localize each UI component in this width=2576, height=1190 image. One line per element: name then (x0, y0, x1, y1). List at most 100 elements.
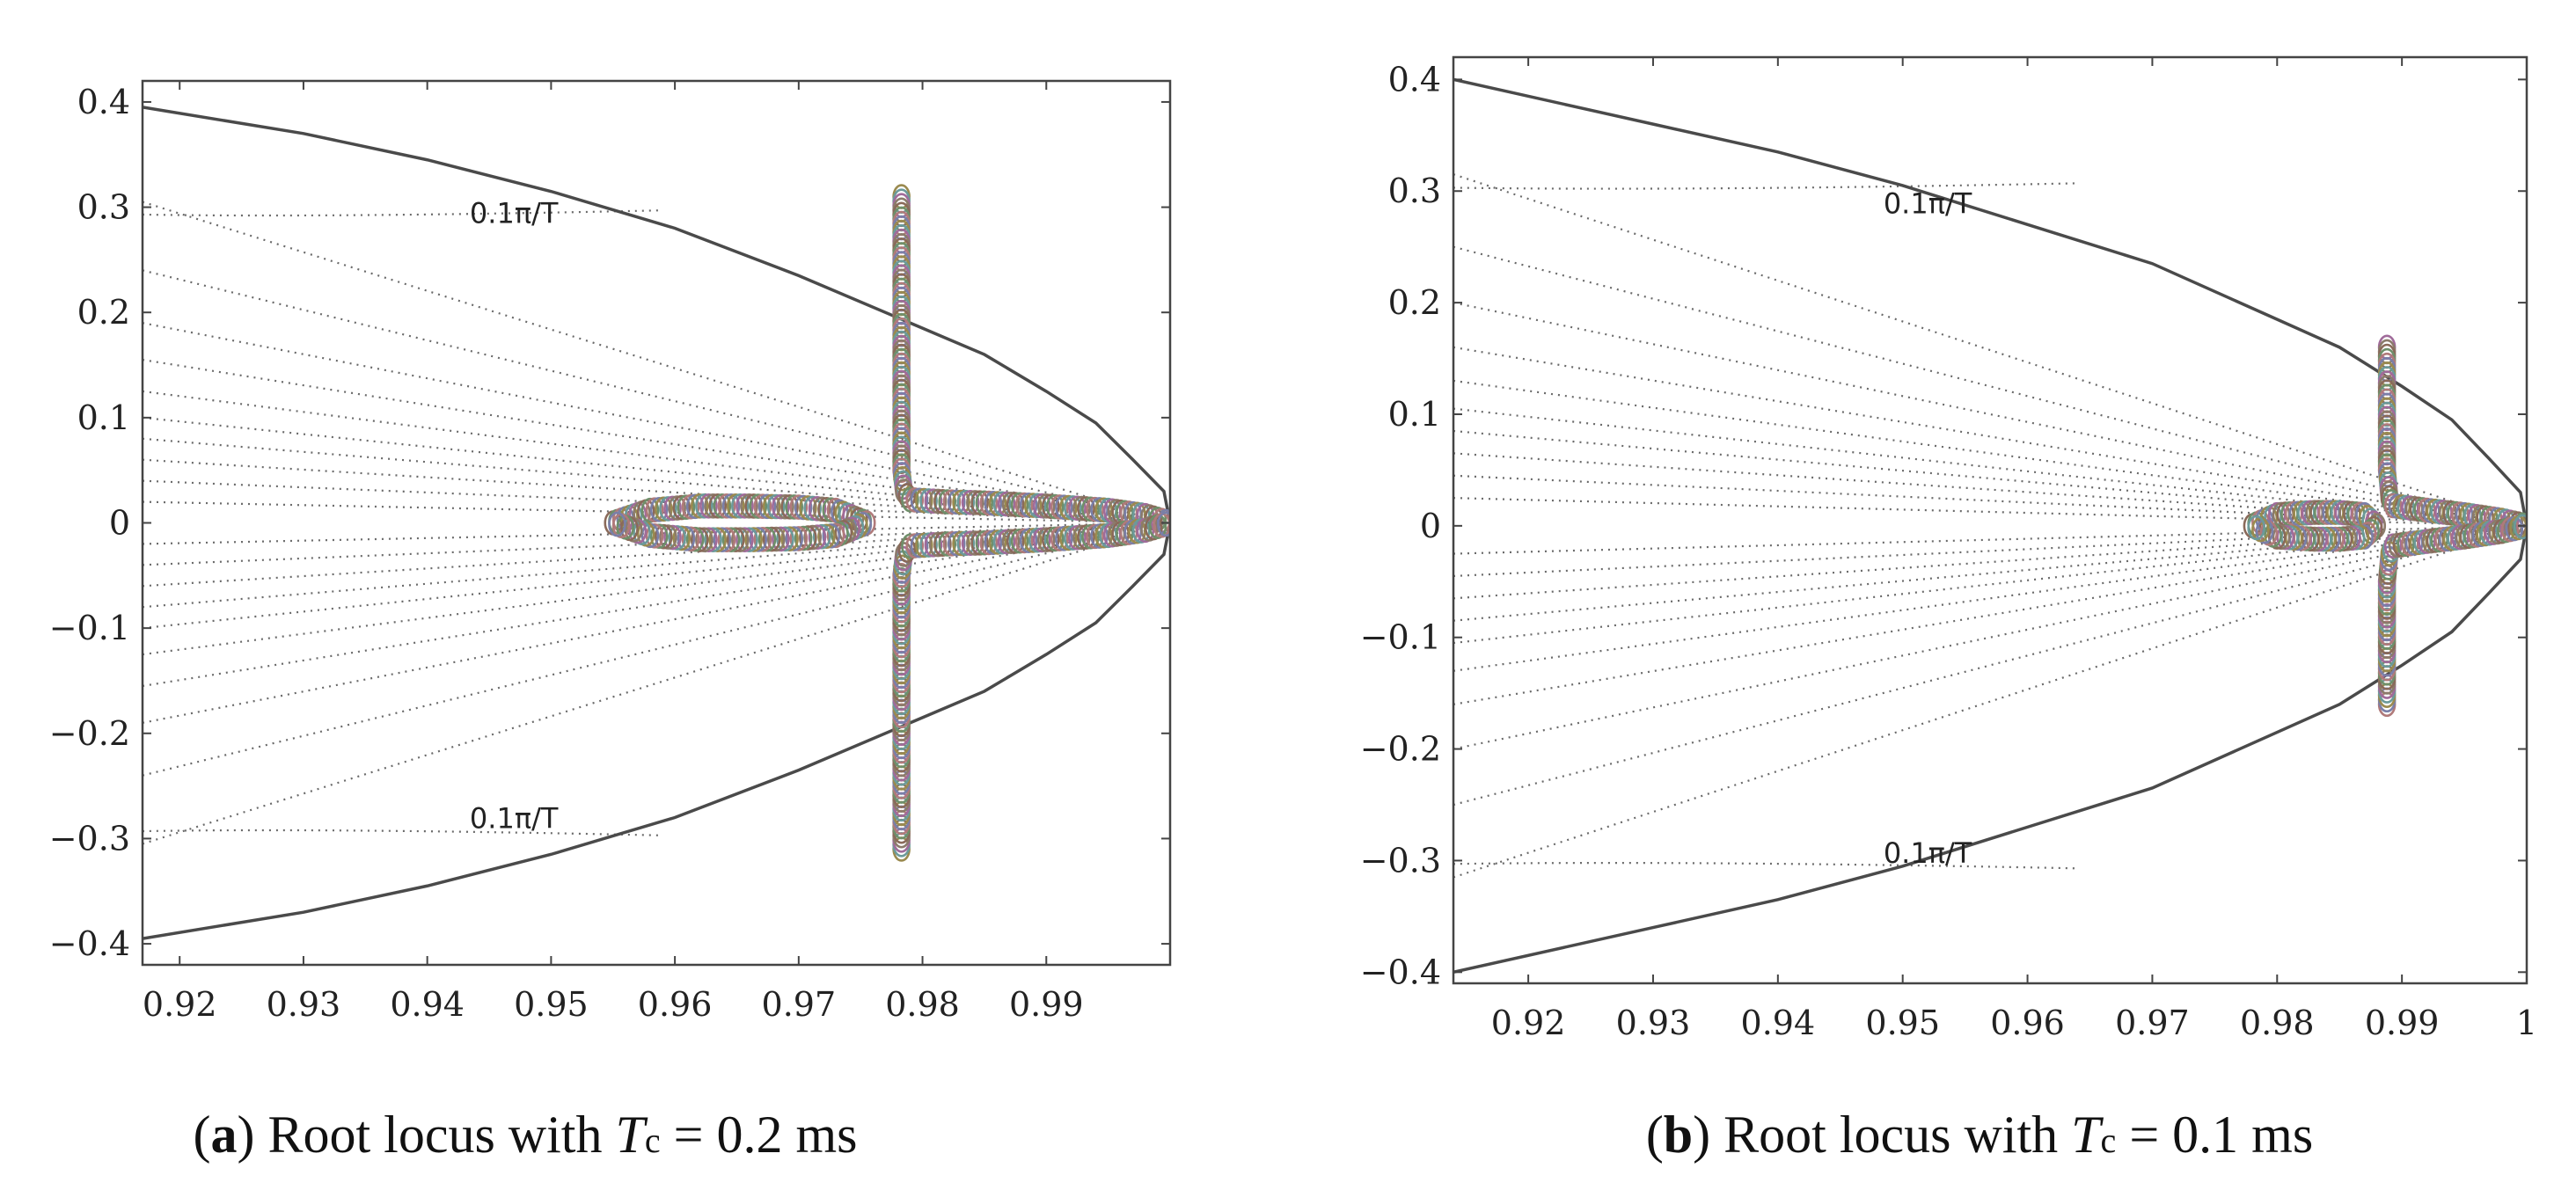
locus-point (961, 530, 980, 556)
damping-line (1453, 524, 2527, 705)
locus-point (685, 493, 705, 520)
y-tick-label: −0.3 (1360, 841, 1441, 880)
damping-line (1453, 173, 2527, 527)
locus-point (1010, 528, 1029, 554)
damping-line (1453, 524, 2527, 879)
damping-line (1453, 245, 2527, 527)
x-tick-label: 0.98 (2240, 1004, 2315, 1042)
locus-point (897, 537, 917, 563)
locus-point (731, 493, 750, 519)
locus-point (785, 494, 804, 520)
locus-point (655, 496, 673, 522)
locus-point (812, 496, 831, 522)
y-tick-label: −0.1 (49, 609, 130, 647)
x-tick-label: 1 (2516, 1004, 2537, 1042)
locus-point (672, 525, 692, 551)
locus-point (799, 495, 817, 521)
damping-curve (143, 829, 663, 836)
locus-point (2513, 514, 2527, 540)
locus-point (772, 526, 790, 552)
locus-point (975, 529, 994, 556)
locus-point (924, 488, 943, 514)
locus-point (979, 490, 999, 516)
damping-line (1453, 407, 2527, 527)
damping-line (143, 458, 1170, 524)
locus-point (966, 490, 984, 515)
locus-point (649, 523, 669, 550)
locus-point (649, 496, 669, 522)
caption-a-param: T (615, 1106, 648, 1164)
locus-point (659, 524, 677, 550)
locus-point (721, 493, 741, 519)
locus-point (952, 489, 970, 515)
axes-frame (1452, 55, 2528, 985)
locus-point (690, 527, 709, 552)
damping-line (1453, 302, 2527, 527)
locus-point (808, 524, 827, 550)
plot-area (143, 106, 1170, 940)
damping-line (1453, 524, 2527, 645)
locus-point (2247, 515, 2265, 541)
locus-point (713, 493, 732, 519)
y-tick-label: −0.2 (1360, 730, 1441, 769)
locus-point (895, 542, 913, 567)
y-tick-label: 0.4 (1388, 60, 1441, 99)
locus-point (757, 526, 777, 552)
locus-point (640, 497, 660, 523)
locus-point (1157, 511, 1170, 537)
axes-frame (141, 79, 1172, 967)
locus-point (975, 490, 994, 516)
locus-point (731, 527, 750, 552)
locus-point (708, 527, 728, 552)
locus-point (1014, 528, 1034, 554)
locus-point (772, 493, 790, 520)
locus-point (817, 496, 836, 522)
locus-point (726, 527, 745, 552)
damping-annotation: 0.1π/T (470, 801, 559, 835)
locus-point (1064, 495, 1082, 521)
damping-line (1453, 524, 2527, 807)
locus-point (1032, 527, 1051, 553)
locus-point (794, 494, 813, 521)
damping-line (1453, 524, 2527, 600)
locus-point (942, 530, 962, 557)
x-tick-label: 0.92 (143, 985, 217, 1024)
locus-point (776, 526, 794, 552)
locus-point (938, 489, 956, 515)
locus-point (970, 530, 989, 556)
locus-point (1036, 493, 1056, 519)
locus-point (1014, 492, 1034, 518)
locus-point (668, 495, 686, 521)
lower-boundary-curve (143, 522, 1170, 940)
locus-point (762, 493, 781, 520)
caption-a: (a) Root locus with Tc = 0.2 ms (194, 1106, 858, 1164)
x-tick-label: 0.93 (267, 985, 341, 1024)
locus-point (1081, 496, 1100, 522)
y-tick-label: 0 (109, 504, 130, 543)
locus-point (1006, 529, 1025, 554)
damping-annotation: 0.1π/T (470, 197, 559, 230)
locus-point (1028, 527, 1047, 553)
locus-point (901, 533, 919, 559)
locus-point (992, 491, 1012, 517)
locus-point (988, 529, 1007, 555)
locus-point (695, 527, 714, 552)
locus-point (901, 486, 919, 513)
locus-point (1019, 493, 1038, 518)
locus-point (753, 493, 772, 519)
locus-point (744, 493, 763, 519)
damping-line (143, 522, 1170, 845)
locus-point (1046, 526, 1065, 552)
locus-point (1090, 523, 1109, 549)
locus-point (740, 527, 758, 552)
root-locus-markers (604, 184, 1170, 862)
y-tick-label: 0.1 (1388, 395, 1441, 434)
locus-point (735, 493, 754, 519)
locus-point (817, 523, 836, 550)
caption-a-value: = 0.2 ms (674, 1106, 858, 1164)
locus-point (677, 494, 696, 520)
locus-point (780, 494, 799, 520)
damping-line (1453, 452, 2527, 527)
locus-point (690, 493, 709, 519)
